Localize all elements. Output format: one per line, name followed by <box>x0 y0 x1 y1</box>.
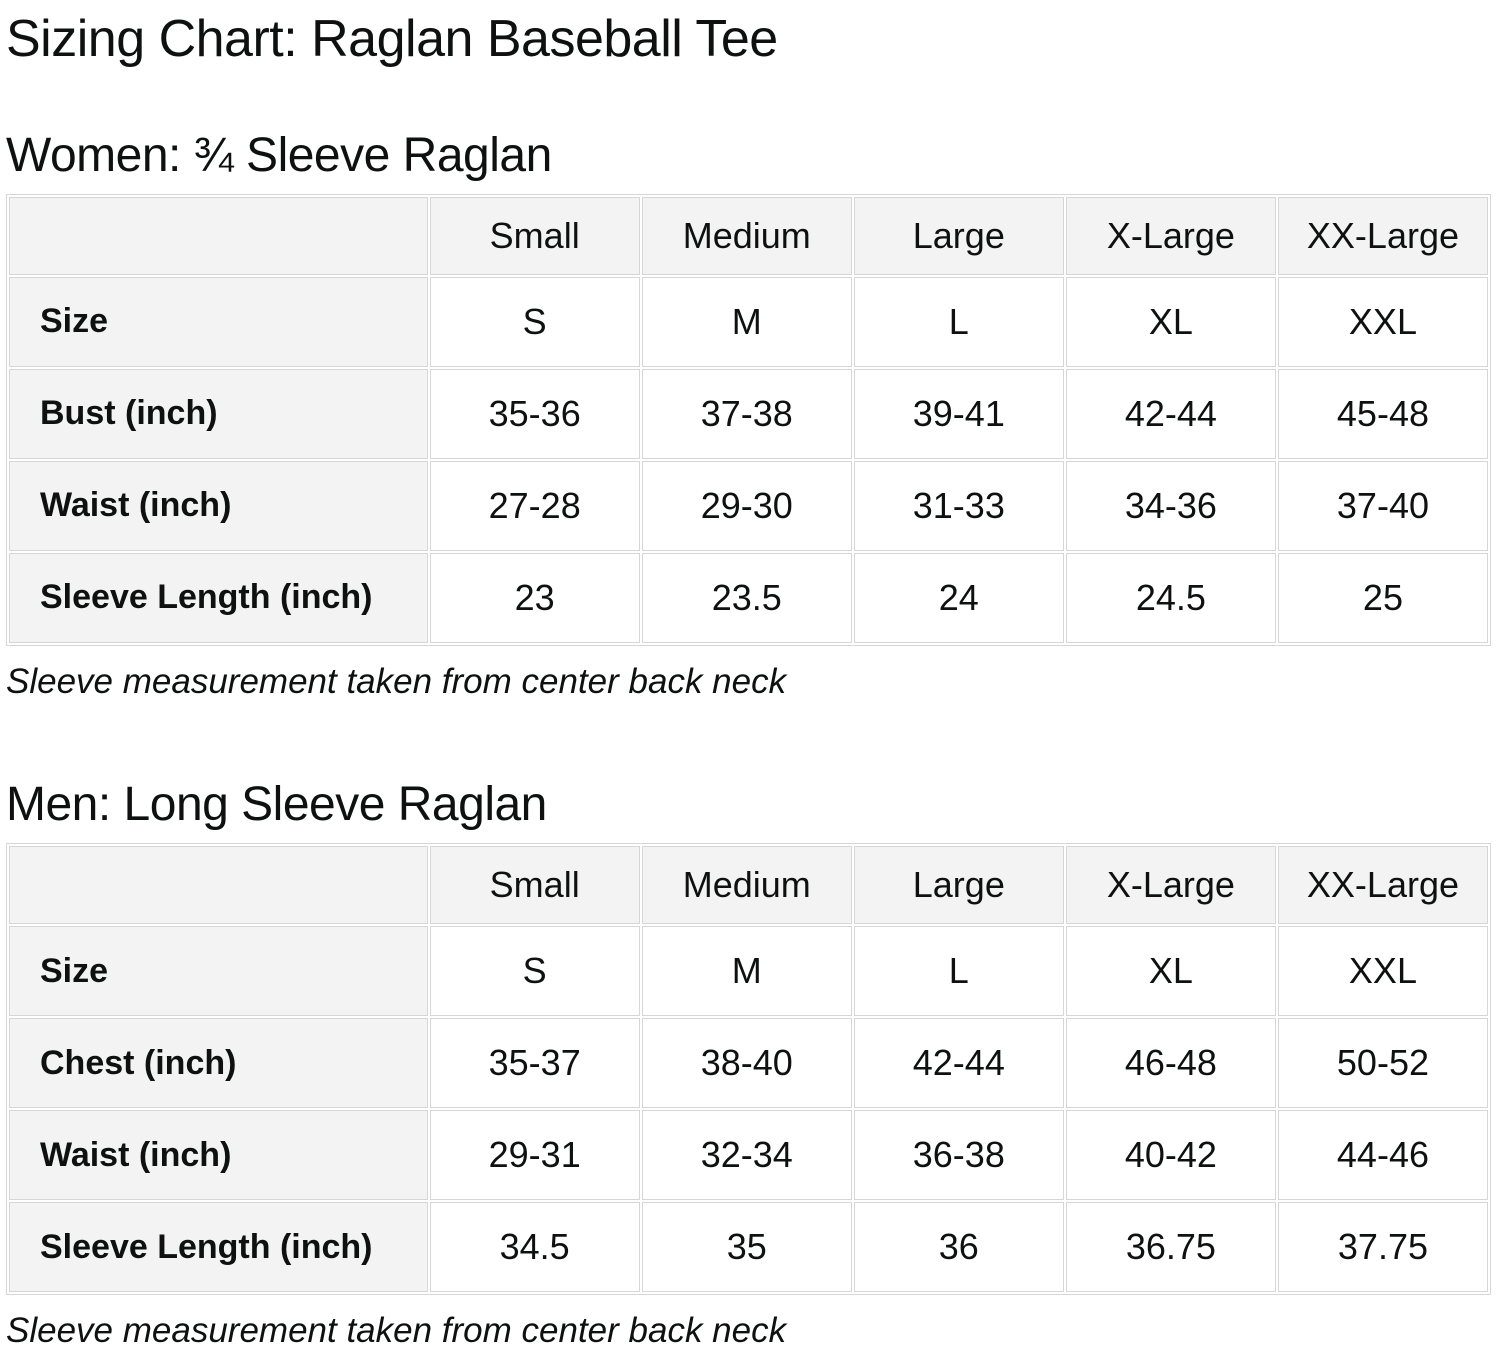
table-cell: M <box>641 926 852 1017</box>
women-table-header-row: Small Medium Large X-Large XX-Large <box>9 196 1488 275</box>
table-cell: 35-36 <box>429 368 640 459</box>
table-cell: 31-33 <box>853 460 1064 551</box>
table-cell: 24 <box>853 552 1064 643</box>
table-cell: 36 <box>853 1202 1064 1293</box>
table-cell: 40-42 <box>1065 1110 1276 1201</box>
table-cell: 46-48 <box>1065 1018 1276 1109</box>
table-cell: 29-30 <box>641 460 852 551</box>
corner-cell <box>9 846 428 925</box>
table-cell: 24.5 <box>1065 552 1276 643</box>
women-row-size: Size S M L XL XXL <box>9 276 1488 367</box>
row-label-chest: Chest (inch) <box>9 1018 428 1109</box>
table-cell: 42-44 <box>1065 368 1276 459</box>
table-cell: XXL <box>1277 276 1488 367</box>
men-row-size: Size S M L XL XXL <box>9 926 1488 1017</box>
women-row-sleeve-length: Sleeve Length (inch) 23 23.5 24 24.5 25 <box>9 552 1488 643</box>
men-sleeve-note: Sleeve measurement taken from center bac… <box>6 1311 787 1351</box>
table-cell: 25 <box>1277 552 1488 643</box>
table-cell: M <box>641 276 852 367</box>
women-row-waist: Waist (inch) 27-28 29-30 31-33 34-36 37-… <box>9 460 1488 551</box>
table-cell: XXL <box>1277 926 1488 1017</box>
column-header-small: Small <box>429 196 640 275</box>
women-section-heading: Women: ¾ Sleeve Raglan <box>6 128 552 182</box>
column-header-medium: Medium <box>641 196 852 275</box>
table-cell: 23.5 <box>641 552 852 643</box>
table-cell: XL <box>1065 926 1276 1017</box>
men-row-waist: Waist (inch) 29-31 32-34 36-38 40-42 44-… <box>9 1110 1488 1201</box>
table-cell: 27-28 <box>429 460 640 551</box>
men-row-sleeve-length: Sleeve Length (inch) 34.5 35 36 36.75 37… <box>9 1202 1488 1293</box>
men-size-table: Small Medium Large X-Large XX-Large Size… <box>6 843 1491 1296</box>
row-label-waist: Waist (inch) <box>9 1110 428 1201</box>
table-cell: 45-48 <box>1277 368 1488 459</box>
page-title: Sizing Chart: Raglan Baseball Tee <box>6 10 778 68</box>
women-sleeve-note: Sleeve measurement taken from center bac… <box>6 661 787 701</box>
column-header-xx-large: XX-Large <box>1277 196 1488 275</box>
table-cell: 36-38 <box>853 1110 1064 1201</box>
table-cell: 44-46 <box>1277 1110 1488 1201</box>
column-header-large: Large <box>853 846 1064 925</box>
column-header-medium: Medium <box>641 846 852 925</box>
table-cell: 29-31 <box>429 1110 640 1201</box>
men-section-heading: Men: Long Sleeve Raglan <box>6 777 547 831</box>
table-cell: 34-36 <box>1065 460 1276 551</box>
row-label-bust: Bust (inch) <box>9 368 428 459</box>
men-row-chest: Chest (inch) 35-37 38-40 42-44 46-48 50-… <box>9 1018 1488 1109</box>
corner-cell <box>9 196 428 275</box>
table-cell: S <box>429 276 640 367</box>
table-cell: 36.75 <box>1065 1202 1276 1293</box>
table-cell: 50-52 <box>1277 1018 1488 1109</box>
row-label-size: Size <box>9 926 428 1017</box>
table-cell: 39-41 <box>853 368 1064 459</box>
table-cell: 34.5 <box>429 1202 640 1293</box>
table-cell: XL <box>1065 276 1276 367</box>
row-label-size: Size <box>9 276 428 367</box>
table-cell: 32-34 <box>641 1110 852 1201</box>
table-cell: 35-37 <box>429 1018 640 1109</box>
sizing-chart-document: Sizing Chart: Raglan Baseball Tee Women:… <box>6 10 1491 1352</box>
row-label-sleeve-length: Sleeve Length (inch) <box>9 1202 428 1293</box>
row-label-sleeve-length: Sleeve Length (inch) <box>9 552 428 643</box>
table-cell: 42-44 <box>853 1018 1064 1109</box>
women-row-bust: Bust (inch) 35-36 37-38 39-41 42-44 45-4… <box>9 368 1488 459</box>
column-header-x-large: X-Large <box>1065 846 1276 925</box>
women-size-table: Small Medium Large X-Large XX-Large Size… <box>6 193 1491 646</box>
table-cell: L <box>853 926 1064 1017</box>
men-table-header-row: Small Medium Large X-Large XX-Large <box>9 846 1488 925</box>
column-header-xx-large: XX-Large <box>1277 846 1488 925</box>
table-cell: 35 <box>641 1202 852 1293</box>
column-header-x-large: X-Large <box>1065 196 1276 275</box>
table-cell: 38-40 <box>641 1018 852 1109</box>
women-section: Women: ¾ Sleeve Raglan Small Medium Larg… <box>6 128 1491 703</box>
column-header-small: Small <box>429 846 640 925</box>
table-cell: S <box>429 926 640 1017</box>
table-cell: 37.75 <box>1277 1202 1488 1293</box>
table-cell: 23 <box>429 552 640 643</box>
column-header-large: Large <box>853 196 1064 275</box>
table-cell: 37-38 <box>641 368 852 459</box>
men-section: Men: Long Sleeve Raglan Small Medium Lar… <box>6 777 1491 1352</box>
table-cell: 37-40 <box>1277 460 1488 551</box>
table-cell: L <box>853 276 1064 367</box>
row-label-waist: Waist (inch) <box>9 460 428 551</box>
